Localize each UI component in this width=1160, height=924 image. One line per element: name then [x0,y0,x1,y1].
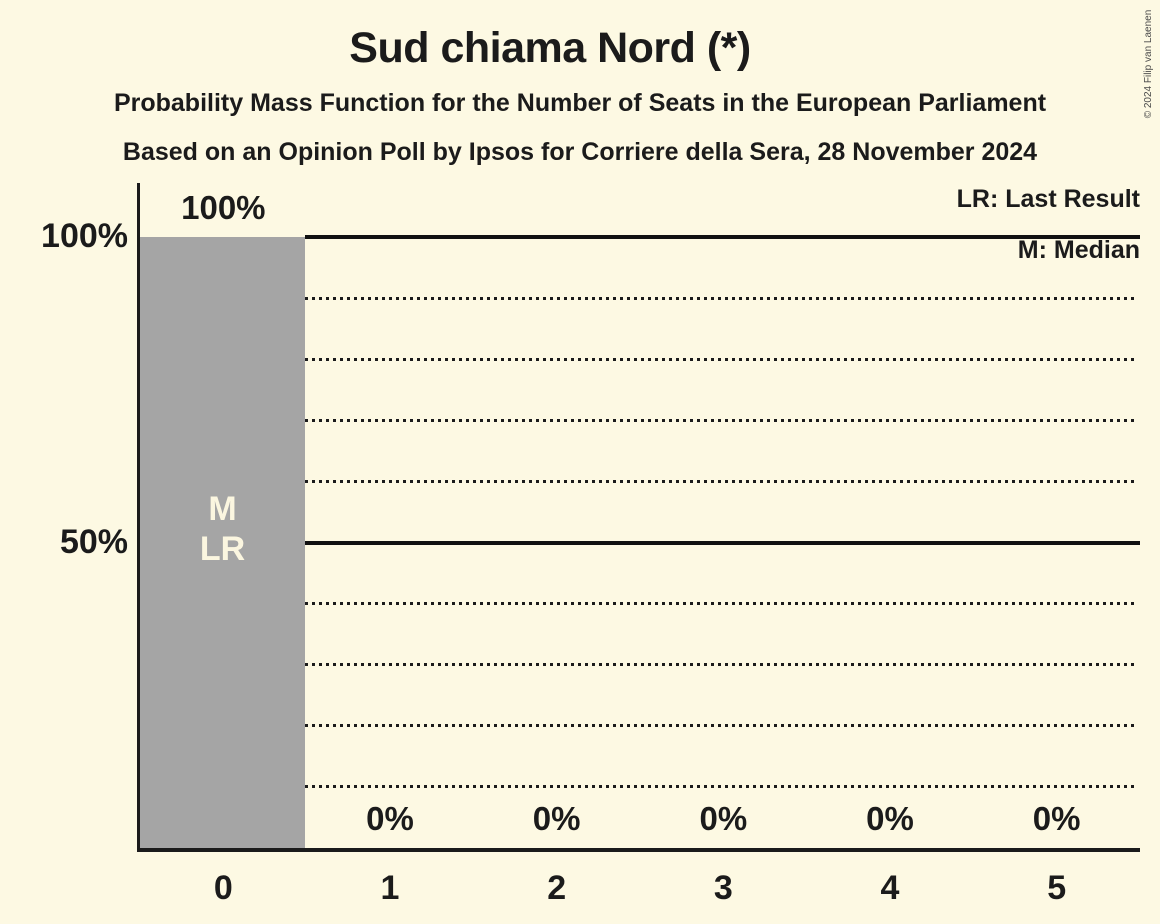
gridline-dotted-30 [305,663,1138,667]
value-label-0: 100% [181,189,266,226]
x-tick-3: 3 [713,869,733,907]
x-tick-2: 2 [547,869,567,907]
copyright-notice: © 2024 Filip van Laenen [1143,9,1154,119]
value-label-2: 0% [532,800,581,837]
bar-flag-m: M [208,489,237,528]
gridline-dotted-80 [305,357,1138,361]
x-tick-4: 4 [880,869,900,907]
gridline-solid-100 [305,235,1140,239]
x-tick-5: 5 [1047,869,1067,907]
value-label-4: 0% [866,800,914,837]
gridline-dotted-90 [305,296,1138,300]
value-label-1: 0% [366,800,414,837]
chart-title: Sud chiama Nord (*) [349,24,751,72]
plot-area: M LR 100% 0% 0% 0% 0% 0% [137,183,1140,852]
bar-seats-0: M LR [140,237,305,848]
legend-last-result: LR: Last Result [956,185,1140,213]
chart-subtitle-line2: Based on an Opinion Poll by Ipsos for Co… [122,138,1038,166]
bar-flag-lr: LR [199,529,246,568]
gridline-dotted-10 [305,785,1138,789]
chart-subtitle-line1: Probability Mass Function for the Number… [113,89,1047,117]
gridline-solid-50 [305,540,1140,545]
x-axis-labels: 0 1 2 3 4 5 [140,869,1140,909]
gridline-dotted-60 [305,479,1138,483]
y-tick-100: 100% [41,217,128,255]
legend-median: M: Median [1017,236,1140,264]
value-label-3: 0% [699,800,748,837]
value-label-5: 0% [1032,800,1081,837]
gridline-dotted-40 [305,602,1138,606]
gridline-dotted-70 [305,418,1138,422]
x-tick-1: 1 [380,869,400,907]
gridline-dotted-20 [305,724,1138,728]
y-tick-50: 50% [59,522,128,561]
x-tick-0: 0 [213,869,233,907]
